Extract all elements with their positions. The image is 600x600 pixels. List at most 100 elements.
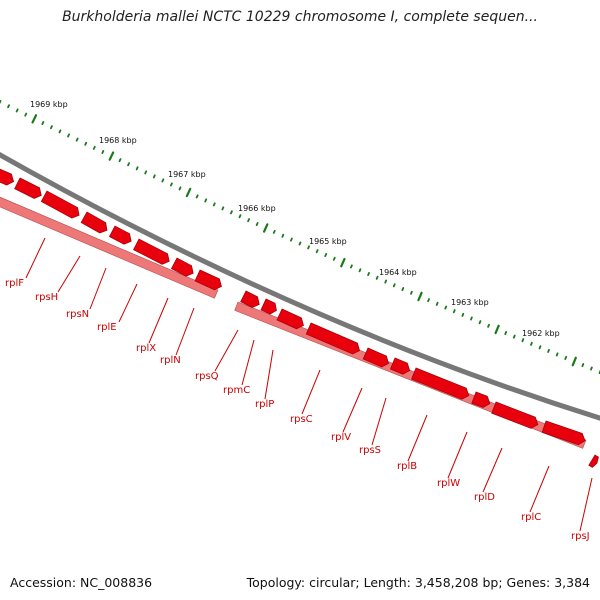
minor-tick — [444, 305, 448, 310]
scale-label: 1964 kbp — [379, 268, 417, 277]
scale-label: 1969 kbp — [30, 100, 68, 109]
minor-tick — [50, 125, 53, 130]
minor-tick — [504, 331, 508, 336]
minor-tick — [230, 210, 233, 215]
major-tick — [262, 223, 269, 233]
minor-tick — [427, 298, 430, 303]
gene-arrow — [194, 269, 222, 291]
gene-arrow — [411, 367, 470, 400]
minor-tick — [410, 290, 413, 295]
minor-tick — [7, 104, 11, 109]
label-leader — [57, 255, 81, 293]
minor-tick — [298, 241, 302, 246]
gene-arrow — [260, 298, 277, 315]
gene-arrow — [0, 168, 15, 186]
gene-labels: rplF rpsH rpsN rplE rplX rplN rpsQ rpmC rplP rpsC… — [5, 278, 590, 542]
minor-tick — [161, 178, 165, 183]
gene-arrow — [276, 308, 304, 330]
gene-label: rpsH — [35, 292, 58, 303]
minor-tick — [15, 108, 19, 113]
minor-tick — [170, 182, 173, 187]
minor-tick — [530, 341, 533, 346]
minor-tick — [118, 158, 122, 163]
minor-tick — [332, 256, 336, 261]
label-leader — [482, 447, 503, 493]
minor-tick — [204, 198, 208, 203]
gene-label: rplX — [136, 343, 156, 354]
label-leader — [301, 369, 321, 415]
major-tick — [31, 114, 38, 124]
minor-tick — [255, 222, 259, 227]
minor-tick — [0, 100, 2, 104]
minor-tick — [452, 309, 456, 314]
gene-label: rplW — [437, 478, 460, 489]
minor-tick — [538, 345, 542, 350]
label-leader — [89, 267, 107, 310]
minor-tick — [470, 316, 473, 321]
minor-tick — [555, 352, 559, 357]
minor-tick — [92, 145, 96, 150]
label-leader — [214, 329, 239, 372]
scale-label: 1963 kbp — [451, 298, 489, 307]
gene-arrow — [588, 454, 599, 468]
label-leader — [579, 477, 593, 532]
scale-label: 1967 kbp — [168, 170, 206, 179]
label-leaders — [25, 237, 593, 532]
gene-label: rplN — [160, 355, 181, 366]
minor-tick — [238, 214, 242, 219]
gene-label: rpsQ — [195, 371, 219, 382]
accession-text: Accession: NC_008836 — [10, 575, 153, 590]
minor-tick — [221, 206, 225, 211]
major-tick — [340, 257, 346, 268]
minor-tick — [478, 320, 482, 325]
minor-tick — [101, 149, 105, 154]
gene-arrow — [133, 238, 170, 265]
minor-tick — [41, 121, 45, 125]
gene-label: rplV — [331, 432, 351, 443]
gene-label: rpmC — [223, 385, 250, 396]
minor-tick — [384, 279, 388, 284]
scale-labels: 1969 kbp 1968 kbp 1967 kbp 1966 kbp 1965 kbp… — [30, 100, 560, 338]
gene-label: rpsN — [66, 309, 89, 320]
gene-arrow — [389, 357, 411, 375]
minor-tick — [195, 194, 199, 199]
scale-label: 1962 kbp — [522, 329, 560, 338]
minor-tick — [487, 323, 490, 328]
minor-tick — [581, 362, 585, 368]
gene-label: rplE — [97, 322, 117, 333]
gene-arrow — [491, 401, 539, 429]
cds-track — [0, 196, 219, 299]
label-leader — [529, 465, 550, 513]
minor-tick — [144, 170, 148, 175]
minor-tick — [392, 283, 396, 288]
minor-tick — [315, 249, 319, 254]
scale-ticks — [0, 100, 600, 375]
label-leader — [148, 297, 169, 344]
minor-tick — [435, 301, 439, 306]
minor-tick — [135, 166, 139, 171]
minor-tick — [75, 137, 79, 142]
gene-arrow — [362, 347, 390, 368]
minor-tick — [272, 229, 276, 234]
gene-arrow — [240, 290, 260, 308]
label-leader — [25, 237, 46, 279]
label-leader — [342, 387, 363, 433]
gene-arrow — [305, 322, 361, 355]
minor-tick — [375, 275, 379, 280]
minor-tick — [324, 253, 328, 258]
major-tick — [494, 324, 500, 335]
minor-tick — [358, 268, 362, 273]
minor-tick — [512, 334, 516, 339]
gene-label: rplB — [397, 461, 417, 472]
minor-tick — [67, 133, 70, 138]
minor-tick — [521, 338, 525, 343]
label-leader — [118, 283, 138, 323]
minor-tick — [564, 355, 568, 360]
minor-tick — [127, 162, 130, 167]
minor-tick — [401, 287, 405, 292]
gene-label: rpsJ — [571, 531, 590, 542]
minor-tick — [547, 348, 550, 353]
minor-tick — [367, 272, 370, 277]
gene-label: rplC — [521, 512, 541, 523]
gene-label: rpsS — [359, 445, 381, 456]
